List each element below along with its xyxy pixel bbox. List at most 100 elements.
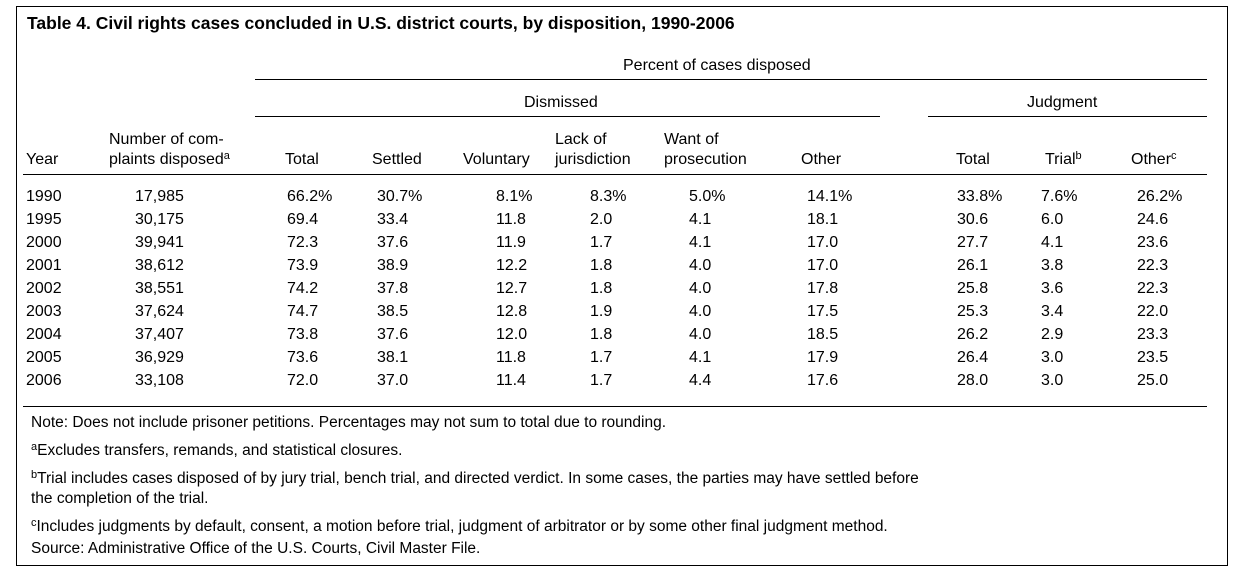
cell-judgment-other: 22.0 [1137, 303, 1169, 320]
cell-lack-of-jurisdiction: 1.9 [590, 303, 613, 320]
cell-trial: 2.9 [1041, 326, 1064, 343]
cell-year: 2004 [26, 326, 62, 343]
cell-want-of-prosecution: 4.1 [689, 234, 712, 251]
cell-dismissed-other: 17.6 [807, 372, 839, 389]
cell-lack-of-jurisdiction: 1.7 [590, 372, 613, 389]
cell-trial: 4.1 [1041, 234, 1064, 251]
cell-judgment-other: 22.3 [1137, 280, 1169, 297]
cell-judgment-other: 25.0 [1137, 372, 1169, 389]
col-header-trial: Trialb [1045, 150, 1082, 168]
col-header-want-line2: prosecution [664, 151, 747, 168]
cell-judgment-other: 23.6 [1137, 234, 1169, 251]
col-header-judgment-total: Total [956, 151, 990, 168]
cell-complaints: 33,108 [135, 372, 184, 389]
cell-year: 2000 [26, 234, 62, 251]
cell-voluntary: 12.7 [496, 280, 528, 297]
cell-trial: 3.0 [1041, 349, 1064, 366]
cell-dismissed-other: 17.5 [807, 303, 839, 320]
cell-settled: 37.8 [377, 280, 409, 297]
cell-dismissed-total: 74.7 [287, 303, 319, 320]
cell-judgment-other: 24.6 [1137, 211, 1169, 228]
cell-want-of-prosecution: 4.1 [689, 349, 712, 366]
cell-year: 1990 [26, 188, 62, 205]
cell-want-of-prosecution: 5.0% [689, 188, 726, 205]
cell-dismissed-total: 72.0 [287, 372, 319, 389]
percent-group-header: Percent of cases disposed [623, 57, 811, 74]
cell-voluntary: 11.4 [496, 372, 526, 389]
cell-trial: 3.0 [1041, 372, 1064, 389]
cell-voluntary: 11.8 [496, 211, 526, 228]
cell-complaints: 37,624 [135, 303, 184, 320]
cell-year: 2001 [26, 257, 62, 274]
cell-complaints: 30,175 [135, 211, 184, 228]
cell-dismissed-other: 17.0 [807, 257, 839, 274]
col-header-settled: Settled [372, 151, 422, 168]
note-text: Note: Does not include prisoner petition… [31, 414, 667, 431]
cell-lack-of-jurisdiction: 1.8 [590, 280, 613, 297]
cell-settled: 37.6 [377, 326, 409, 343]
footnote-c: cIncludes judgments by default, consent,… [31, 517, 888, 535]
cell-voluntary: 12.2 [496, 257, 528, 274]
cell-complaints: 36,929 [135, 349, 184, 366]
cell-lack-of-jurisdiction: 1.7 [590, 349, 613, 366]
cell-year: 1995 [26, 211, 62, 228]
cell-year: 2006 [26, 372, 62, 389]
cell-settled: 37.0 [377, 372, 409, 389]
col-header-complaints-line1: Number of com- [109, 131, 224, 148]
cell-year: 2003 [26, 303, 62, 320]
cell-lack-of-jurisdiction: 1.8 [590, 257, 613, 274]
col-header-judgment-other: Otherc [1131, 150, 1177, 168]
col-header-lack-line2: jurisdiction [555, 151, 631, 168]
cell-judgment-total: 33.8% [957, 188, 1003, 205]
cell-judgment-total: 28.0 [957, 372, 989, 389]
cell-dismissed-other: 17.9 [807, 349, 839, 366]
cell-complaints: 37,407 [135, 326, 184, 343]
cell-settled: 38.9 [377, 257, 409, 274]
cell-judgment-total: 26.2 [957, 326, 989, 343]
cell-want-of-prosecution: 4.0 [689, 326, 712, 343]
table-title: Table 4. Civil rights cases concluded in… [27, 13, 735, 33]
cell-voluntary: 12.8 [496, 303, 528, 320]
cell-trial: 6.0 [1041, 211, 1064, 228]
cell-dismissed-other: 14.1% [807, 188, 853, 205]
cell-lack-of-jurisdiction: 1.7 [590, 234, 613, 251]
cell-dismissed-total: 74.2 [287, 280, 319, 297]
cell-lack-of-jurisdiction: 1.8 [590, 326, 613, 343]
cell-trial: 3.8 [1041, 257, 1064, 274]
table-bottom-rule [23, 406, 1207, 407]
cell-judgment-other: 23.5 [1137, 349, 1169, 366]
cell-dismissed-other: 17.8 [807, 280, 839, 297]
cell-judgment-other: 22.3 [1137, 257, 1169, 274]
cell-want-of-prosecution: 4.0 [689, 303, 712, 320]
cell-complaints: 39,941 [135, 234, 184, 251]
source-text: Source: Administrative Office of the U.S… [31, 540, 481, 557]
cell-judgment-total: 25.3 [957, 303, 989, 320]
cell-trial: 3.4 [1041, 303, 1064, 320]
cell-complaints: 38,551 [135, 280, 184, 297]
col-header-lack-line1: Lack of [555, 131, 607, 148]
cell-voluntary: 11.9 [496, 234, 526, 251]
cell-lack-of-jurisdiction: 2.0 [590, 211, 613, 228]
cell-judgment-other: 26.2% [1137, 188, 1183, 205]
col-header-complaints-line2: plaints disposeda [109, 150, 230, 168]
cell-voluntary: 8.1% [496, 188, 533, 205]
cell-want-of-prosecution: 4.1 [689, 211, 712, 228]
cell-want-of-prosecution: 4.0 [689, 280, 712, 297]
cell-want-of-prosecution: 4.0 [689, 257, 712, 274]
cell-judgment-total: 27.7 [957, 234, 989, 251]
cell-dismissed-total: 72.3 [287, 234, 319, 251]
cell-settled: 38.5 [377, 303, 409, 320]
cell-dismissed-total: 69.4 [287, 211, 319, 228]
cell-dismissed-other: 18.1 [807, 211, 839, 228]
judgment-group-rule [928, 116, 1207, 117]
cell-dismissed-other: 17.0 [807, 234, 839, 251]
footnote-a: aExcludes transfers, remands, and statis… [31, 441, 403, 459]
col-header-year: Year [26, 151, 59, 168]
cell-settled: 38.1 [377, 349, 409, 366]
cell-settled: 33.4 [377, 211, 409, 228]
col-header-dismissed-other: Other [801, 151, 842, 168]
judgment-group-header: Judgment [1027, 94, 1098, 111]
cell-year: 2002 [26, 280, 62, 297]
cell-judgment-total: 26.1 [957, 257, 989, 274]
cell-settled: 37.6 [377, 234, 409, 251]
